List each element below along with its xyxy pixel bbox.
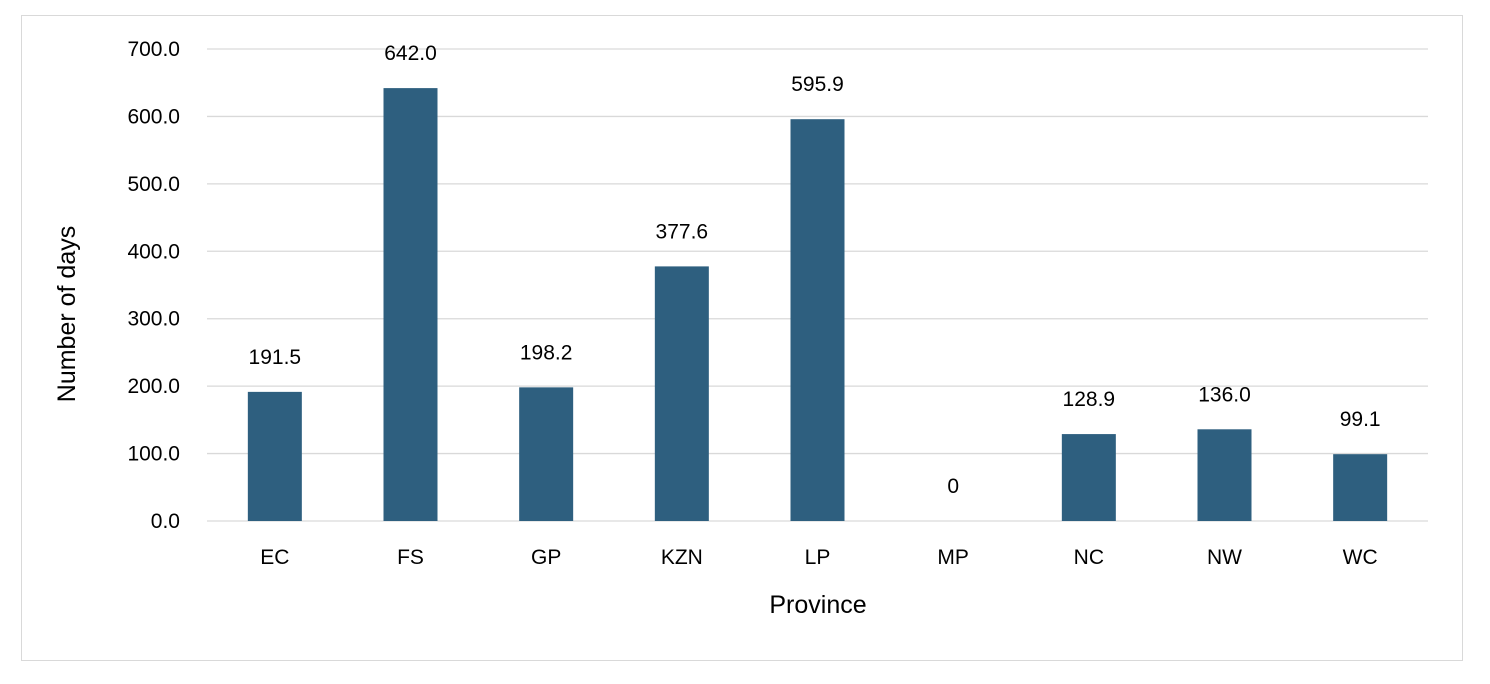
chart-frame — [21, 15, 1463, 661]
bar-fs — [383, 88, 438, 521]
data-label-mp: 0 — [947, 475, 959, 498]
x-tick-label-wc: WC — [1343, 546, 1378, 569]
y-tick-label: 100.0 — [127, 443, 180, 466]
data-label-wc: 99.1 — [1340, 408, 1381, 431]
data-label-lp: 595.9 — [791, 73, 844, 96]
x-tick-label-lp: LP — [805, 546, 831, 569]
y-tick-label: 0.0 — [151, 510, 180, 533]
data-label-kzn: 377.6 — [656, 220, 709, 243]
data-label-nw: 136.0 — [1198, 383, 1251, 406]
bar-kzn — [654, 266, 709, 521]
bar-wc — [1333, 454, 1388, 521]
bar-ec — [247, 391, 302, 521]
data-label-nc: 128.9 — [1063, 388, 1116, 411]
x-tick-label-fs: FS — [397, 546, 424, 569]
data-label-gp: 198.2 — [520, 341, 573, 364]
x-axis-title: Province — [769, 591, 866, 619]
data-label-fs: 642.0 — [384, 42, 437, 65]
y-tick-label: 500.0 — [127, 173, 180, 196]
y-tick-label: 300.0 — [127, 308, 180, 331]
bar-gp — [519, 387, 574, 521]
bar-lp — [790, 119, 845, 521]
x-tick-label-nc: NC — [1074, 546, 1104, 569]
data-labels: 191.5 642.0 198.2 377.6 595.9 0 128.9 136.0 99.1 — [249, 42, 1381, 498]
x-tick-label-kzn: KZN — [661, 546, 703, 569]
x-tick-label-nw: NW — [1207, 546, 1242, 569]
y-axis-title: Number of days — [53, 226, 81, 402]
data-label-ec: 191.5 — [249, 346, 302, 369]
y-tick-label: 600.0 — [127, 105, 180, 128]
x-tick-label-gp: GP — [531, 546, 561, 569]
bar-nc — [1061, 434, 1116, 521]
y-tick-label: 200.0 — [127, 375, 180, 398]
x-axis-category-labels: EC FS GP KZN LP MP NC NW WC — [260, 546, 1377, 569]
y-tick-label: 400.0 — [127, 240, 180, 263]
bars — [247, 88, 1388, 521]
y-axis-tick-labels: 0.0 100.0 200.0 300.0 400.0 500.0 600.0 700.0 — [127, 38, 180, 533]
y-tick-label: 700.0 — [127, 38, 180, 61]
x-tick-label-mp: MP — [937, 546, 969, 569]
bar-nw — [1197, 429, 1252, 521]
x-tick-label-ec: EC — [260, 546, 289, 569]
